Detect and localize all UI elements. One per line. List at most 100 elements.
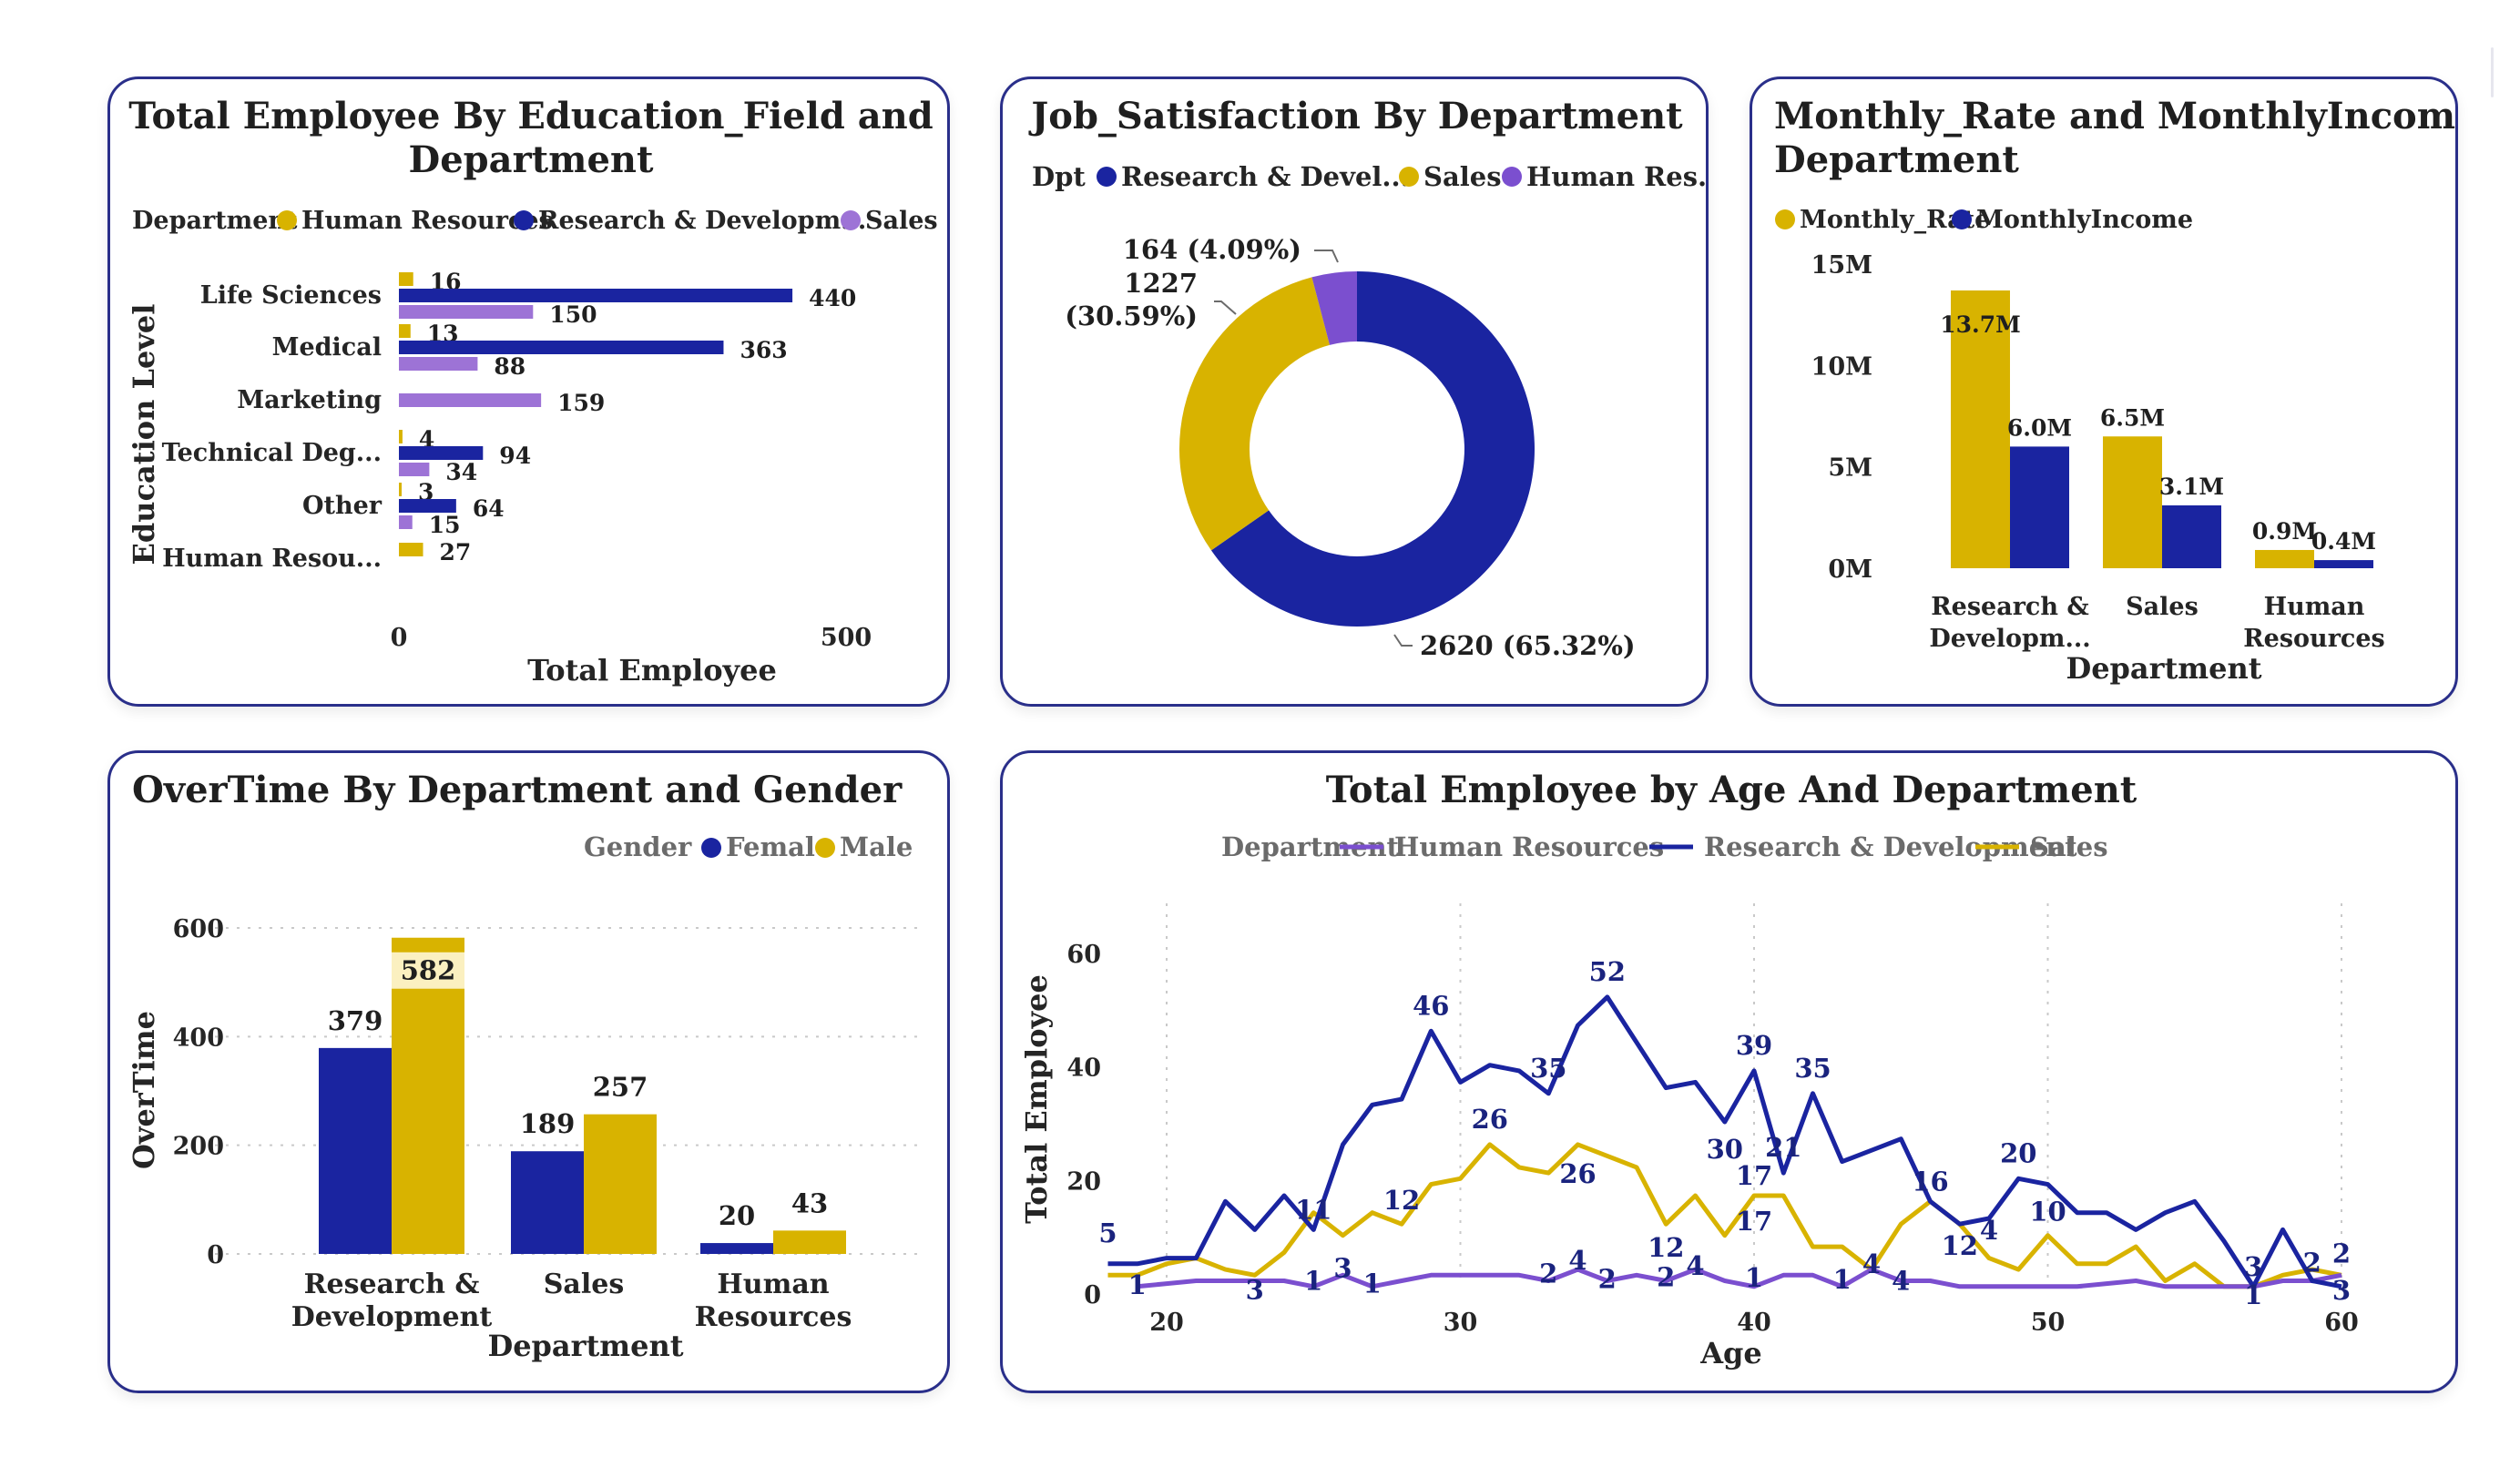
data-label: 150 [549, 301, 597, 328]
legend-swatch [1399, 167, 1419, 187]
age-department-chart-card: Total Employee by Age And Department Depa… [1000, 750, 2458, 1393]
point-label: 20 [2000, 1137, 2036, 1168]
bar-human-resources [399, 272, 413, 286]
slice-label: 2620 (65.32%) [1420, 630, 1636, 661]
point-label: 3 [2244, 1251, 2262, 1282]
point-label: 35 [1794, 1053, 1831, 1084]
chart-title: Department [409, 138, 654, 181]
point-label: 26 [1559, 1158, 1596, 1189]
monthly-rate-income-bar-chart: Monthly_Rate and MonthlyIncome ByDepartm… [1774, 95, 2455, 686]
point-label: 3 [1333, 1252, 1352, 1283]
chart-title: Job_Satisfaction By Department [1028, 95, 1683, 138]
bar-female [319, 1047, 392, 1254]
point-label: 1 [1128, 1269, 1147, 1300]
job-satisfaction-chart-card: Job_Satisfaction By Department Dpt Researc… [1000, 76, 1709, 707]
y-tick-label: 20 [1066, 1167, 1101, 1196]
data-label: 363 [740, 337, 787, 363]
data-label: 94 [499, 443, 531, 469]
chart-title: Total Employee by Age And Department [1326, 769, 2137, 811]
data-label: 43 [791, 1187, 828, 1218]
y-tick-label: 15M [1811, 251, 1872, 280]
category-label: Human [2264, 593, 2365, 621]
bar-male [584, 1114, 657, 1254]
donut-slice-human-resources [1311, 271, 1357, 345]
category-label: Sales [2126, 593, 2199, 621]
legend-label: Human Resources [1394, 831, 1664, 862]
data-label-background [392, 952, 464, 989]
data-label: 3 [418, 479, 434, 505]
bar-monthly-rate [2103, 436, 2162, 568]
legend-title: Department [132, 207, 298, 235]
point-label: 16 [1912, 1166, 1948, 1197]
y-tick-label: 60 [1066, 941, 1101, 969]
bar-monthly-rate [2255, 549, 2314, 568]
category-label: Marketing [237, 386, 382, 414]
y-axis-title: OverTime [127, 1011, 161, 1169]
chart-title: Department [1774, 138, 2019, 181]
data-label: 34 [445, 459, 477, 485]
bar-female [511, 1151, 584, 1254]
x-tick-label: 30 [1444, 1309, 1478, 1337]
legend-title: Dpt [1032, 161, 1086, 192]
bar-research-development [399, 446, 484, 460]
category-label: Medical [272, 333, 382, 362]
education-bar-chart: Total Employee By Education_Field andDep… [127, 95, 938, 688]
data-label: 189 [520, 1108, 576, 1139]
point-label: 17 [1736, 1206, 1772, 1237]
point-label: 12 [1383, 1185, 1420, 1216]
data-label: 6.5M [2100, 404, 2165, 431]
point-label: 39 [1736, 1030, 1772, 1061]
point-label: 2 [2303, 1248, 2321, 1279]
legend-label: Research & Devel... [1121, 161, 1410, 192]
legend-title: Gender [584, 831, 692, 862]
legend-label: Research & Developm... [538, 207, 866, 235]
y-tick-label: 400 [173, 1024, 224, 1052]
point-label: 46 [1413, 990, 1449, 1021]
point-label: 26 [1472, 1104, 1508, 1135]
bar-monthly-rate [1951, 290, 2010, 568]
point-label: 2 [1598, 1264, 1617, 1295]
legend-label: Female [726, 831, 831, 862]
category-label: Other [302, 492, 383, 520]
point-label: 10 [2029, 1197, 2066, 1228]
category-label: Research & [1931, 593, 2089, 621]
point-label: 4 [1892, 1266, 1910, 1297]
point-label: 4 [1568, 1245, 1586, 1276]
point-label: 1 [2244, 1279, 2262, 1310]
category-label: Life Sciences [200, 281, 382, 310]
slice-label: (30.59%) [1065, 301, 1198, 331]
donut-slice-research-development [1210, 271, 1535, 627]
y-tick-label: 0 [1084, 1281, 1101, 1309]
data-label: 64 [473, 495, 505, 522]
data-label: 20 [719, 1200, 755, 1231]
bar-research-development [399, 499, 456, 513]
point-label: 12 [1648, 1232, 1684, 1263]
legend-label: Sales [1423, 161, 1502, 192]
line-sales [1107, 1142, 2342, 1289]
point-label: 35 [1530, 1053, 1566, 1084]
point-label: 1 [1304, 1266, 1322, 1297]
data-label: 27 [440, 539, 472, 565]
x-tick-label: 0 [391, 624, 408, 652]
point-label: 17 [1736, 1160, 1772, 1191]
line-human-resources [1137, 1267, 2342, 1289]
category-label: Sales [544, 1269, 624, 1300]
bar-female [700, 1243, 773, 1254]
bar-monthlyincome [2010, 446, 2069, 568]
point-label: 2 [1657, 1262, 1675, 1293]
y-tick-label: 200 [173, 1133, 224, 1161]
legend-swatch [277, 210, 297, 230]
legend-swatch [841, 210, 861, 230]
y-axis-title: Education Level [127, 304, 161, 565]
bar-monthlyincome [2162, 504, 2221, 568]
legend-label: Human Res... [1526, 161, 1709, 192]
y-tick-label: 600 [173, 915, 224, 943]
point-label: 21 [1765, 1132, 1801, 1163]
category-label: Human [717, 1269, 829, 1300]
point-label: 2 [1539, 1258, 1557, 1289]
bar-male [392, 937, 464, 1254]
legend-label: Human Resources [301, 207, 553, 235]
chart-title: OverTime By Department and Gender [132, 769, 903, 811]
legend-swatch [701, 838, 721, 858]
legend-swatch [815, 838, 835, 858]
